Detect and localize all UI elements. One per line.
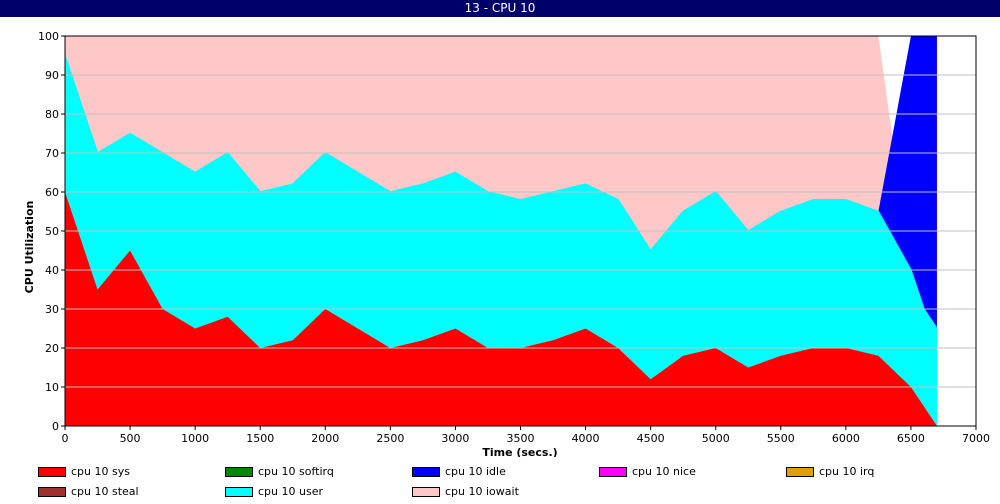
y-tick-label: 30 <box>45 303 59 316</box>
x-tick-label: 0 <box>62 432 69 445</box>
y-tick-label: 100 <box>38 30 59 43</box>
x-tick-label: 2500 <box>376 432 404 445</box>
legend-label: cpu 10 idle <box>445 465 506 478</box>
legend-label: cpu 10 softirq <box>258 465 334 478</box>
window-title: 13 - CPU 10 <box>0 0 1000 17</box>
y-tick-label: 10 <box>45 381 59 394</box>
x-tick-label: 6000 <box>832 432 860 445</box>
legend-label: cpu 10 nice <box>632 465 696 478</box>
legend-label: cpu 10 sys <box>71 465 130 478</box>
y-tick-label: 20 <box>45 342 59 355</box>
y-tick-label: 0 <box>52 420 59 433</box>
x-axis-title: Time (secs.) <box>482 446 557 457</box>
y-tick-label: 60 <box>45 186 59 199</box>
legend-swatch <box>786 467 814 477</box>
y-tick-label: 80 <box>45 108 59 121</box>
x-tick-label: 4000 <box>572 432 600 445</box>
x-tick-label: 4500 <box>637 432 665 445</box>
y-tick-label: 70 <box>45 147 59 160</box>
legend-label: cpu 10 iowait <box>445 485 519 498</box>
legend-swatch <box>599 467 627 477</box>
legend-swatch <box>38 467 66 477</box>
x-tick-label: 5500 <box>767 432 795 445</box>
x-tick-label: 1000 <box>181 432 209 445</box>
legend-swatch <box>412 487 440 497</box>
x-tick-label: 2000 <box>311 432 339 445</box>
x-tick-label: 3000 <box>441 432 469 445</box>
y-tick-label: 50 <box>45 225 59 238</box>
legend-label: cpu 10 steal <box>71 485 139 498</box>
y-tick-label: 90 <box>45 69 59 82</box>
cpu-utilization-chart: 0 10 20 30 40 50 60 70 80 90 100 0 500 1000 1500 2000 2… <box>23 30 990 457</box>
legend-label: cpu 10 irq <box>819 465 875 478</box>
x-tick-label: 6500 <box>897 432 925 445</box>
x-tick-label: 500 <box>120 432 141 445</box>
legend-swatch <box>225 487 253 497</box>
series-user-line <box>64 55 938 329</box>
legend-swatch <box>412 467 440 477</box>
x-tick-label: 5000 <box>702 432 730 445</box>
legend-swatch <box>225 467 253 477</box>
y-tick-label: 40 <box>45 264 59 277</box>
series-user-area <box>65 55 937 426</box>
legend-swatch <box>38 487 66 497</box>
x-tick-label: 7000 <box>962 432 990 445</box>
series-sys-area <box>65 192 937 426</box>
x-tick-label: 1500 <box>246 432 274 445</box>
y-axis-title: CPU Utilization <box>23 201 36 294</box>
legend-label: cpu 10 user <box>258 485 323 498</box>
x-tick-label: 3500 <box>507 432 535 445</box>
